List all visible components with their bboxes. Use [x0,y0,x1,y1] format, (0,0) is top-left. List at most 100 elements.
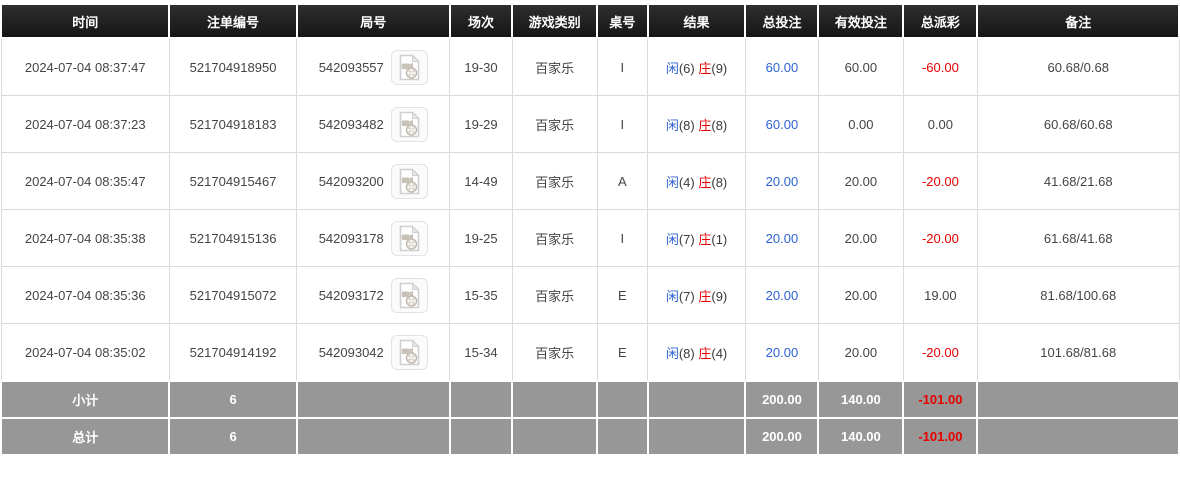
column-header-bet_id: 注单编号 [168,3,298,39]
player-result-label: 闲 [665,117,679,133]
remark-cell: 81.68/100.68 [976,266,1180,324]
table-no-cell: I [596,95,649,153]
round-number: 542093482 [318,116,384,132]
video-replay-button[interactable] [390,106,428,142]
table-row: 2024-07-04 08:37:23 521704918183 5420934… [0,95,1180,153]
game-type-cell: 百家乐 [511,323,598,382]
banker-result-label: 庄 [698,174,712,190]
time-cell: 2024-07-04 08:35:02 [0,323,170,382]
table-no-cell: E [596,323,649,382]
result-cell: 闲(7) 庄(9) [647,266,746,324]
banker-result-score: (1) [711,231,728,247]
total-bet-cell: 20.00 [744,266,819,324]
result-cell: 闲(8) 庄(8) [647,95,746,153]
summary-empty-session-cell [448,417,514,456]
column-header-table_no: 桌号 [596,3,649,39]
banker-result-score: (9) [711,288,728,304]
remark-cell: 101.68/81.68 [976,323,1180,382]
video-replay-button[interactable] [390,49,428,85]
player-result-label: 闲 [665,345,679,361]
total-bet-cell: 60.00 [744,95,819,153]
time-cell: 2024-07-04 08:35:47 [0,152,170,210]
total-payout-cell: -60.00 [902,37,978,96]
video-replay-button[interactable] [390,334,428,370]
summary-empty-table-no-cell [596,380,649,419]
total-bet-cell: 20.00 [744,152,819,210]
video-file-icon [399,224,420,251]
result-cell: 闲(4) 庄(8) [647,152,746,210]
game-type-cell: 百家乐 [511,37,598,96]
summary-remark-cell [976,380,1180,419]
total-payout-cell: -20.00 [902,209,978,267]
video-replay-button[interactable] [390,163,428,199]
result-cell: 闲(6) 庄(9) [647,37,746,96]
column-header-total_bet: 总投注 [744,3,820,39]
session-cell: 19-25 [449,209,513,267]
video-file-icon [399,281,420,308]
summary-empty-table-no-cell [596,417,649,456]
summary-remark-cell [976,417,1180,456]
player-result-score: (4) [678,174,695,190]
valid-bet-cell: 60.00 [817,37,904,96]
table-row: 2024-07-04 08:35:36 521704915072 5420931… [0,266,1180,324]
player-result-score: (7) [678,231,695,247]
banker-result-label: 庄 [698,288,712,304]
summary-total-payout-cell: -101.00 [902,380,979,419]
column-header-total_payout: 总派彩 [902,3,979,39]
player-result-label: 闲 [665,288,679,304]
summary-empty-round-cell [295,417,451,456]
summary-total-bet-cell: 200.00 [744,380,820,419]
player-result-score: (8) [678,345,695,361]
player-result-label: 闲 [665,174,679,190]
player-result-label: 闲 [665,60,679,76]
round-number: 542093178 [318,230,384,246]
bet-id-cell: 521704915136 [168,209,298,267]
column-header-game_type: 游戏类别 [511,3,599,39]
summary-valid-bet-cell: 140.00 [817,417,905,456]
result-cell: 闲(7) 庄(1) [647,209,746,267]
table-row: 2024-07-04 08:35:02 521704914192 5420930… [0,323,1180,382]
total-bet-cell: 20.00 [744,209,819,267]
summary-empty-result-cell [646,417,747,456]
banker-result-score: (9) [711,60,728,76]
summary-count-cell: 6 [168,380,298,419]
game-type-cell: 百家乐 [511,152,598,210]
valid-bet-cell: 0.00 [817,95,904,153]
video-replay-button[interactable] [390,277,428,313]
table-row: 2024-07-04 08:37:47 521704918950 5420935… [0,37,1180,96]
game-type-cell: 百家乐 [511,209,598,267]
bet-id-cell: 521704918183 [168,95,298,153]
bet-records-table: 时间 注单编号 局号 场次 游戏类别 桌号 结果 总投注 有效投注 总派彩 备注 2024-07-0… [0,3,1180,456]
summary-empty-round-cell [295,380,451,419]
remark-cell: 41.68/21.68 [976,152,1180,210]
valid-bet-cell: 20.00 [817,323,904,382]
table-no-cell: I [596,37,649,96]
summary-empty-game-type-cell [511,380,599,419]
game-type-cell: 百家乐 [511,266,598,324]
valid-bet-cell: 20.00 [817,152,904,210]
bet-id-cell: 521704915072 [168,266,298,324]
total-bet-cell: 20.00 [744,323,819,382]
time-cell: 2024-07-04 08:35:38 [0,209,170,267]
player-result-score: (6) [678,60,695,76]
round-cell: 542093482 [296,95,451,153]
table-header-row: 时间 注单编号 局号 场次 游戏类别 桌号 结果 总投注 有效投注 总派彩 备注 [0,3,1180,39]
summary-label-cell: 小计 [0,380,171,419]
round-number: 542093172 [318,287,384,303]
session-cell: 19-29 [449,95,513,153]
time-cell: 2024-07-04 08:35:36 [0,266,170,324]
game-type-cell: 百家乐 [511,95,598,153]
subtotal-row: 小计 6 200.00 140.00 -101.00 [0,380,1180,419]
summary-label-cell: 总计 [0,417,171,456]
video-replay-button[interactable] [390,220,428,256]
session-cell: 15-35 [449,266,513,324]
table-body: 2024-07-04 08:37:47 521704918950 5420935… [0,37,1180,456]
total-payout-cell: -20.00 [902,323,978,382]
player-result-score: (7) [678,288,695,304]
round-cell: 542093172 [296,266,451,324]
table-row: 2024-07-04 08:35:47 521704915467 5420932… [0,152,1180,210]
bet-id-cell: 521704918950 [168,37,298,96]
player-result-label: 闲 [665,231,679,247]
banker-result-label: 庄 [698,231,712,247]
summary-count-cell: 6 [168,417,298,456]
